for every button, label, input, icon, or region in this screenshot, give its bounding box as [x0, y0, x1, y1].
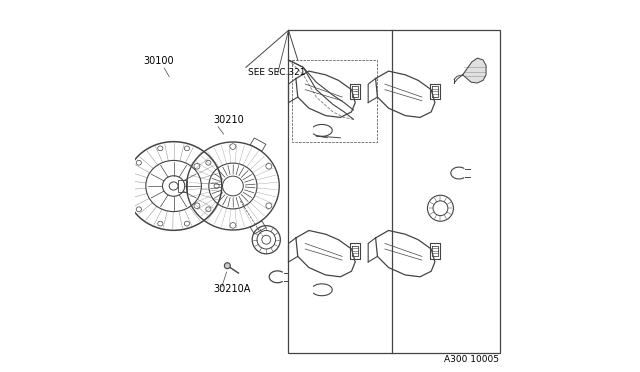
- Text: 30210: 30210: [214, 115, 244, 125]
- Text: 30210A: 30210A: [214, 283, 251, 294]
- Bar: [289, 31, 500, 353]
- Circle shape: [225, 263, 230, 269]
- Text: A300 10005: A300 10005: [444, 355, 499, 364]
- Text: SEE SEC.321: SEE SEC.321: [248, 68, 305, 77]
- Polygon shape: [463, 58, 486, 83]
- Text: 30100: 30100: [143, 56, 174, 66]
